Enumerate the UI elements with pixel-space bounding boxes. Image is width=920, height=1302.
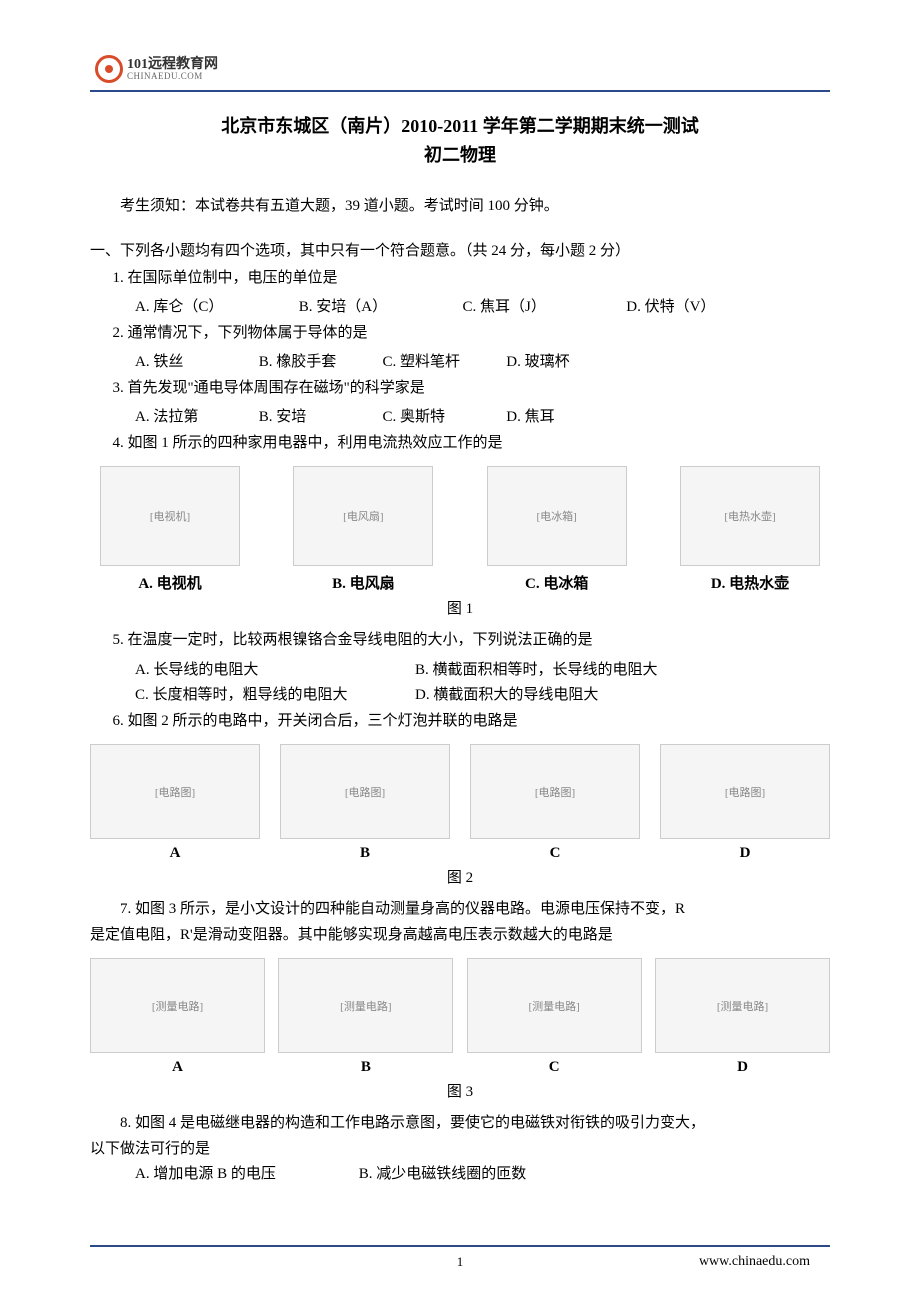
fig3-b: [测量电路] B bbox=[278, 958, 453, 1076]
fig2-d-label: D bbox=[660, 845, 830, 862]
q8-b: B. 减少电磁铁线圈的匝数 bbox=[359, 1166, 527, 1182]
fig3-caption: 图 3 bbox=[90, 1080, 830, 1101]
q8-text: 8. 如图 4 是电磁继电器的构造和工作电路示意图，要使它的电磁铁对衔铁的吸引力… bbox=[90, 1111, 830, 1162]
q7-line2: 是定值电阻，R'是滑动变阻器。其中能够实现身高越高电压表示数越大的电路是 bbox=[90, 923, 830, 949]
q4-text: 4. 如图 1 所示的四种家用电器中，利用电流热效应工作的是 bbox=[113, 431, 831, 457]
fig2-b-label: B bbox=[280, 845, 450, 862]
title-block: 北京市东城区（南片）2010-2011 学年第二学期期末统一测试 初二物理 bbox=[90, 112, 830, 170]
fan-image: [电风扇] bbox=[293, 466, 433, 566]
q5-options: A. 长导线的电阻大 B. 横截面积相等时，长导线的电阻大 C. 长度相等时，粗… bbox=[135, 658, 830, 709]
height-a: [测量电路] bbox=[90, 958, 265, 1053]
fig2-b: [电路图] B bbox=[280, 744, 450, 862]
title-line1: 北京市东城区（南片）2010-2011 学年第二学期期末统一测试 bbox=[90, 112, 830, 141]
fig1-b-label: B. 电风扇 bbox=[293, 572, 433, 593]
fig1-c-label: C. 电冰箱 bbox=[487, 572, 627, 593]
q7-line1: 7. 如图 3 所示，是小文设计的四种能自动测量身高的仪器电路。电源电压保持不变… bbox=[90, 897, 830, 923]
fig2-c-label: C bbox=[470, 845, 640, 862]
q1-a: A. 库仑（C） bbox=[135, 295, 295, 321]
q2-b: B. 橡胶手套 bbox=[259, 350, 379, 376]
fridge-image: [电冰箱] bbox=[487, 466, 627, 566]
q8-a: A. 增加电源 B 的电压 bbox=[135, 1162, 355, 1188]
q8-options: A. 增加电源 B 的电压 B. 减少电磁铁线圈的匝数 bbox=[135, 1162, 830, 1188]
fig1-c: [电冰箱] C. 电冰箱 bbox=[487, 466, 627, 593]
q3-b: B. 安培 bbox=[259, 405, 379, 431]
section1-header: 一、下列各小题均有四个选项，其中只有一个符合题意。（共 24 分，每小题 2 分… bbox=[90, 239, 830, 260]
exam-instructions: 考生须知：本试卷共有五道大题，39 道小题。考试时间 100 分钟。 bbox=[90, 194, 830, 215]
q2-c: C. 塑料笔杆 bbox=[383, 350, 503, 376]
height-d: [测量电路] bbox=[655, 958, 830, 1053]
q5-d: D. 横截面积大的导线电阻大 bbox=[415, 683, 598, 709]
logo-cn: 101远程教育网 bbox=[127, 58, 218, 72]
q8-line2: 以下做法可行的是 bbox=[90, 1137, 830, 1163]
q3-a: A. 法拉第 bbox=[135, 405, 255, 431]
q5-b: B. 横截面积相等时，长导线的电阻大 bbox=[415, 658, 658, 684]
fig1-caption: 图 1 bbox=[90, 597, 830, 618]
q3-text: 3. 首先发现"通电导体周围存在磁场"的科学家是 bbox=[113, 376, 831, 402]
fig3-a: [测量电路] A bbox=[90, 958, 265, 1076]
height-c: [测量电路] bbox=[467, 958, 642, 1053]
fig3-a-label: A bbox=[90, 1059, 265, 1076]
q2-d: D. 玻璃杯 bbox=[506, 350, 626, 376]
q2-text: 2. 通常情况下，下列物体属于导体的是 bbox=[113, 321, 831, 347]
fig1-a: [电视机] A. 电视机 bbox=[100, 466, 240, 593]
q1-options: A. 库仑（C） B. 安培（A） C. 焦耳（J） D. 伏特（V） bbox=[135, 295, 830, 321]
figure3-row: [测量电路] A [测量电路] B [测量电路] C [测量电路] D bbox=[90, 958, 830, 1076]
q5-a: A. 长导线的电阻大 bbox=[135, 658, 415, 684]
footer-url: www.chinaedu.com bbox=[699, 1254, 810, 1270]
logo-text: 101远程教育网 CHINAEDU.COM bbox=[127, 58, 218, 81]
title-line2: 初二物理 bbox=[90, 141, 830, 170]
q1-c: C. 焦耳（J） bbox=[463, 295, 623, 321]
q1-b: B. 安培（A） bbox=[299, 295, 459, 321]
fig1-a-label: A. 电视机 bbox=[100, 572, 240, 593]
q5-c: C. 长度相等时，粗导线的电阻大 bbox=[135, 683, 415, 709]
q5-text: 5. 在温度一定时，比较两根镍铬合金导线电阻的大小，下列说法正确的是 bbox=[113, 628, 831, 654]
fig3-c: [测量电路] C bbox=[467, 958, 642, 1076]
q3-d: D. 焦耳 bbox=[506, 405, 626, 431]
circuit-a: [电路图] bbox=[90, 744, 260, 839]
circuit-b: [电路图] bbox=[280, 744, 450, 839]
header-rule bbox=[90, 90, 830, 92]
fig1-d-label: D. 电热水壶 bbox=[680, 572, 820, 593]
height-b: [测量电路] bbox=[278, 958, 453, 1053]
fig2-d: [电路图] D bbox=[660, 744, 830, 862]
fig3-d: [测量电路] D bbox=[655, 958, 830, 1076]
fig3-b-label: B bbox=[278, 1059, 453, 1076]
q1-d: D. 伏特（V） bbox=[626, 295, 786, 321]
logo-en: CHINAEDU.COM bbox=[127, 72, 218, 81]
footer-rule bbox=[90, 1245, 830, 1247]
q7-text: 7. 如图 3 所示，是小文设计的四种能自动测量身高的仪器电路。电源电压保持不变… bbox=[90, 897, 830, 948]
fig2-a: [电路图] A bbox=[90, 744, 260, 862]
circuit-c: [电路图] bbox=[470, 744, 640, 839]
fig2-a-label: A bbox=[90, 845, 260, 862]
circuit-d: [电路图] bbox=[660, 744, 830, 839]
page-number: 1 bbox=[457, 1254, 464, 1270]
fig3-d-label: D bbox=[655, 1059, 830, 1076]
kettle-image: [电热水壶] bbox=[680, 466, 820, 566]
q2-options: A. 铁丝 B. 橡胶手套 C. 塑料笔杆 D. 玻璃杯 bbox=[135, 350, 830, 376]
fig2-caption: 图 2 bbox=[90, 866, 830, 887]
q3-c: C. 奥斯特 bbox=[383, 405, 503, 431]
q3-options: A. 法拉第 B. 安培 C. 奥斯特 D. 焦耳 bbox=[135, 405, 830, 431]
q2-a: A. 铁丝 bbox=[135, 350, 255, 376]
q6-text: 6. 如图 2 所示的电路中，开关闭合后，三个灯泡并联的电路是 bbox=[113, 709, 831, 735]
q8-line1: 8. 如图 4 是电磁继电器的构造和工作电路示意图，要使它的电磁铁对衔铁的吸引力… bbox=[90, 1111, 830, 1137]
fig2-c: [电路图] C bbox=[470, 744, 640, 862]
fig1-d: [电热水壶] D. 电热水壶 bbox=[680, 466, 820, 593]
logo-icon bbox=[95, 55, 123, 83]
fig3-c-label: C bbox=[467, 1059, 642, 1076]
figure2-row: [电路图] A [电路图] B [电路图] C [电路图] D bbox=[90, 744, 830, 862]
tv-image: [电视机] bbox=[100, 466, 240, 566]
q1-text: 1. 在国际单位制中，电压的单位是 bbox=[113, 266, 831, 292]
figure1-row: [电视机] A. 电视机 [电风扇] B. 电风扇 [电冰箱] C. 电冰箱 [… bbox=[90, 466, 830, 593]
fig1-b: [电风扇] B. 电风扇 bbox=[293, 466, 433, 593]
site-logo: 101远程教育网 CHINAEDU.COM bbox=[95, 55, 218, 83]
